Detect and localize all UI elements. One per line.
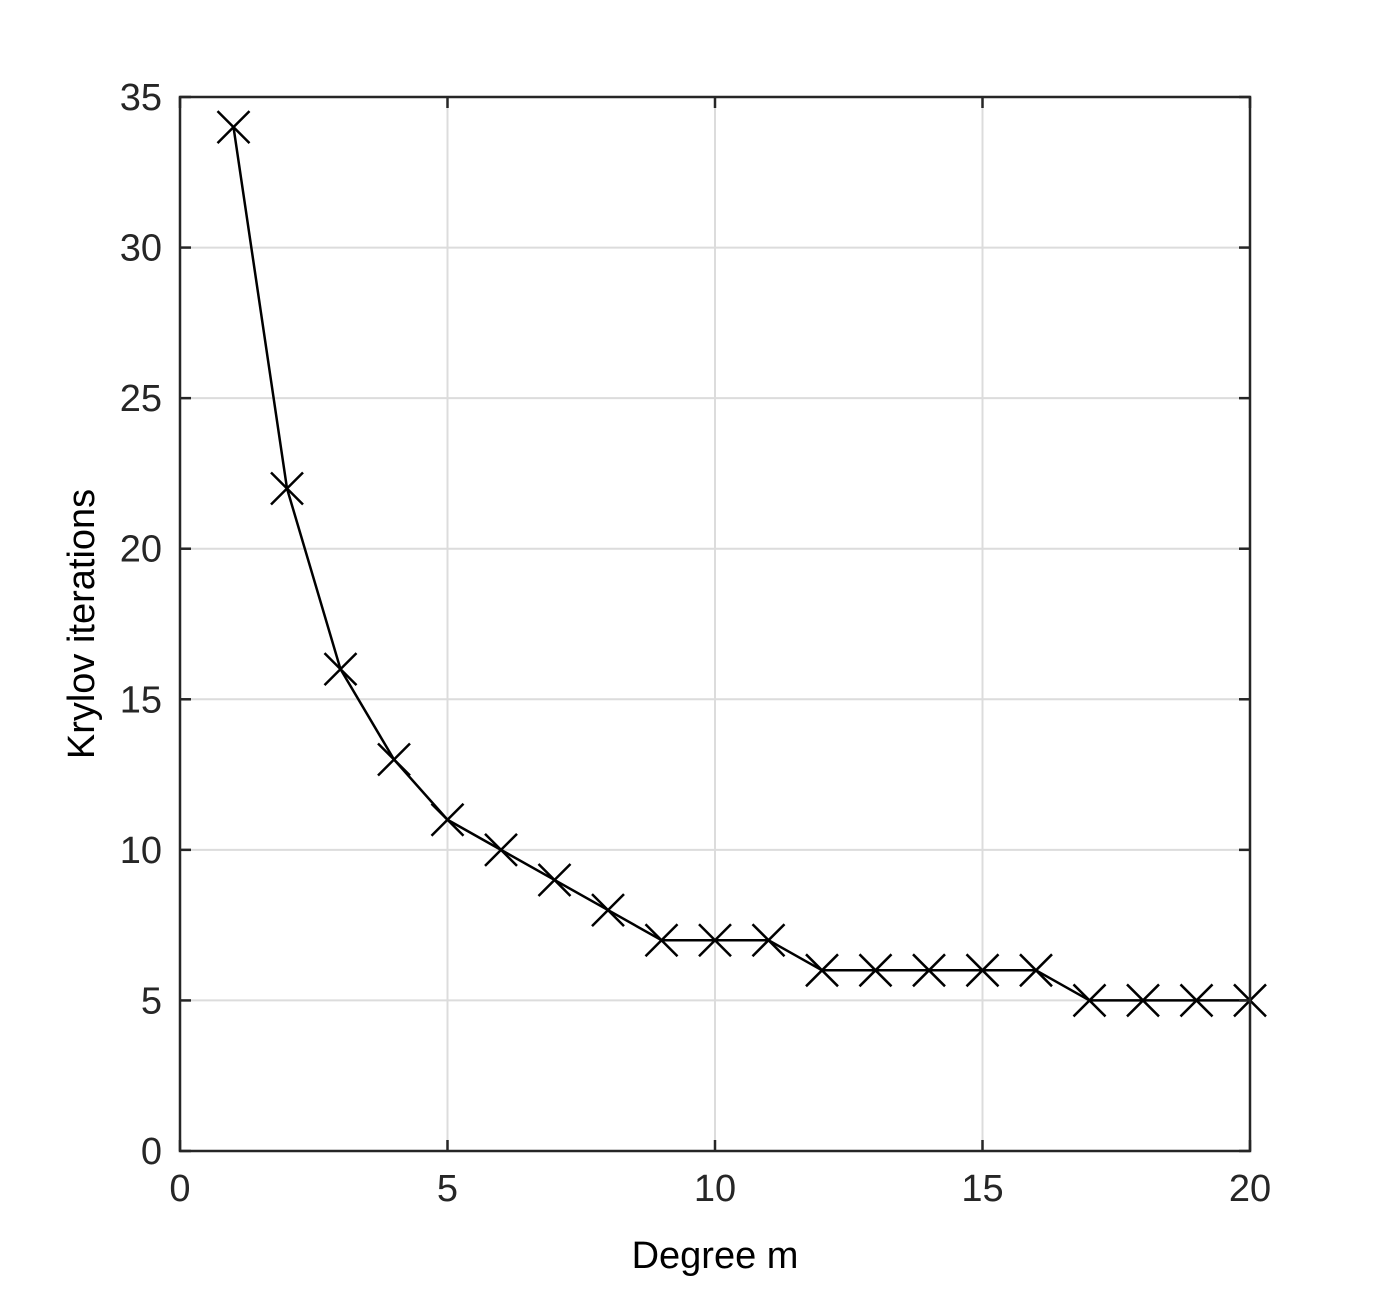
data-point-marker [858, 953, 893, 988]
series-line [232, 126, 1250, 1002]
data-point-marker [377, 742, 411, 777]
data-point-marker [1179, 983, 1214, 1018]
y-tick-label: 10 [120, 830, 162, 872]
data-point-marker [805, 953, 839, 988]
data-point-marker [216, 110, 251, 144]
data-point-marker [1126, 983, 1160, 1018]
x-tick-label: 15 [961, 1168, 1003, 1210]
y-tick-label: 35 [120, 77, 162, 119]
data-point-marker [644, 923, 679, 958]
tick-marks [178, 95, 1252, 1153]
data-point-marker [323, 652, 358, 687]
x-tick-label: 0 [169, 1168, 190, 1210]
y-tick-label: 0 [141, 1131, 162, 1173]
data-point-marker [430, 802, 465, 837]
data-point-marker [537, 863, 572, 897]
data-point-markers [216, 110, 1267, 1018]
y-tick-labels: 0 5 10 15 20 25 30 35 [120, 77, 162, 1173]
data-point-marker [270, 471, 304, 506]
y-tick-label: 30 [120, 228, 162, 270]
data-point-marker [912, 953, 946, 988]
y-tick-label: 20 [120, 529, 162, 571]
y-tick-label: 5 [141, 980, 162, 1022]
x-tick-label: 20 [1229, 1168, 1271, 1210]
x-tick-labels: 0 5 10 15 20 [169, 1168, 1271, 1210]
data-point-marker [484, 832, 518, 867]
data-point-marker [1019, 953, 1053, 988]
data-point-marker [965, 953, 1000, 988]
data-point-marker [698, 923, 732, 958]
y-tick-label: 25 [120, 378, 162, 420]
x-tick-label: 10 [694, 1168, 736, 1210]
x-tick-label: 5 [437, 1168, 458, 1210]
grid-lines [180, 97, 1250, 1151]
data-point-marker [591, 893, 625, 927]
x-axis-label: Degree m [632, 1235, 799, 1277]
y-tick-label: 15 [120, 679, 162, 721]
y-axis-label: Krylov iterations [61, 489, 103, 759]
series-line-group [232, 126, 1250, 1002]
data-point-marker [751, 923, 786, 958]
data-point-marker [1072, 983, 1107, 1018]
